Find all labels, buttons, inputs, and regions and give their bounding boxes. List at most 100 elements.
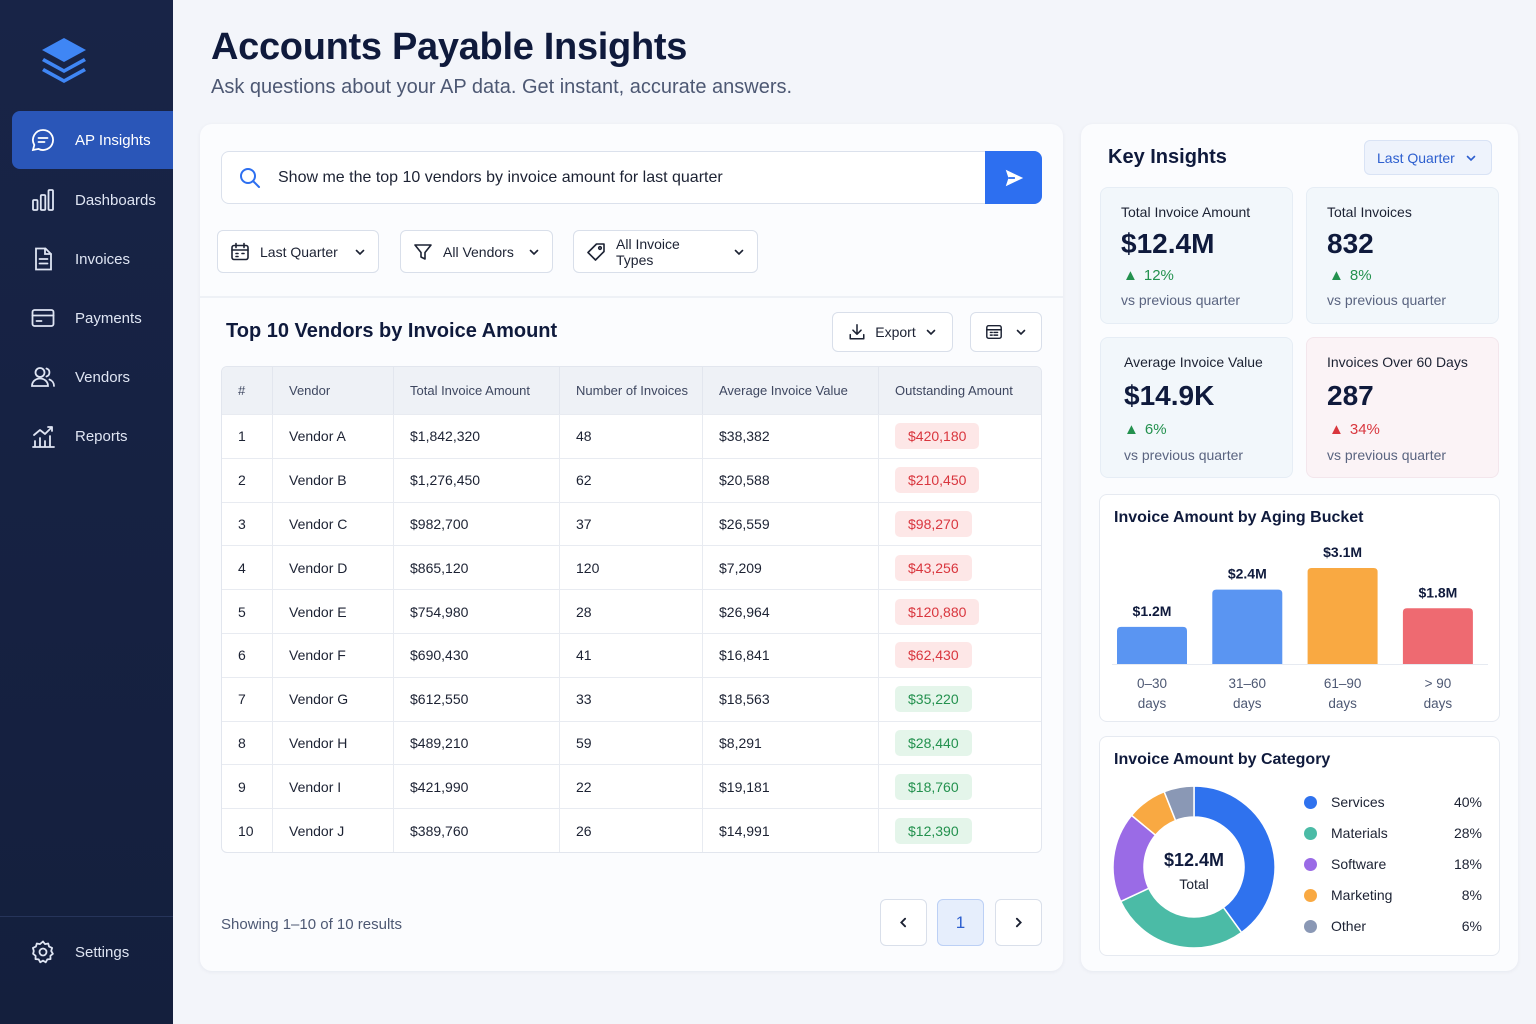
table-row[interactable]: 8 Vendor H $489,210 59 $8,291 $28,440 — [222, 720, 1041, 765]
table-row[interactable]: 4 Vendor D $865,120 120 $7,209 $43,256 — [222, 545, 1041, 590]
column-header[interactable]: Number of Invoices — [560, 367, 703, 414]
column-header[interactable]: Total Invoice Amount — [394, 367, 560, 414]
table-cell-total: $489,210 — [394, 720, 560, 765]
invoice-type-filter-dropdown[interactable]: All Invoice Types — [573, 230, 758, 273]
bar[interactable] — [1402, 608, 1473, 664]
search-input[interactable]: Show me the top 10 vendors by invoice am… — [278, 169, 723, 186]
table-cell-outstanding: $12,390 — [879, 808, 1041, 852]
vendor-filter-dropdown[interactable]: All Vendors — [400, 230, 553, 273]
table-row[interactable]: 6 Vendor F $690,430 41 $16,841 $62,430 — [222, 632, 1041, 677]
kpi-label: Average Invoice Value — [1124, 354, 1263, 370]
legend-swatch — [1304, 826, 1317, 840]
table-cell-avg: $14,991 — [703, 808, 879, 852]
users-icon — [28, 362, 58, 392]
period-filter-dropdown[interactable]: Last Quarter — [217, 230, 379, 273]
sidebar-item-label: Settings — [75, 943, 130, 961]
donut-center-value: $12.4M — [1164, 850, 1224, 870]
view-options-button[interactable] — [970, 312, 1042, 352]
next-page-button[interactable] — [995, 899, 1042, 946]
triangle-up-icon: ▲ — [1329, 421, 1344, 438]
sidebar-item-payments[interactable]: Payments — [12, 289, 173, 347]
table-row[interactable]: 2 Vendor B $1,276,450 62 $20,588 $210,450 — [222, 457, 1041, 502]
page-title: Accounts Payable Insights — [211, 26, 688, 68]
donut-slice[interactable] — [1119, 887, 1243, 949]
bar[interactable] — [1307, 568, 1378, 664]
kpi-comparison: vs previous quarter — [1121, 292, 1241, 308]
sidebar-item-vendors[interactable]: Vendors — [12, 348, 173, 406]
x-tick-label: 0–30 — [1137, 676, 1167, 691]
legend-label: Other — [1331, 918, 1367, 934]
triangle-up-icon: ▲ — [1123, 267, 1138, 284]
insights-period-dropdown[interactable]: Last Quarter — [1364, 140, 1492, 175]
previous-page-button[interactable] — [880, 899, 927, 946]
table-cell-avg: $20,588 — [703, 457, 879, 502]
donut-slice[interactable] — [1163, 785, 1195, 822]
send-icon — [1005, 169, 1023, 186]
sidebar-item-ap-insights[interactable]: AP Insights — [12, 111, 173, 169]
table-cell-total: $1,276,450 — [394, 457, 560, 502]
bar[interactable] — [1117, 626, 1187, 664]
table-cell-avg: $18,563 — [703, 676, 879, 721]
chevron-down-icon — [355, 249, 365, 255]
kpi-change-value: 8% — [1349, 267, 1372, 284]
table-row[interactable]: 7 Vendor G $612,550 33 $18,563 $35,220 — [222, 676, 1041, 721]
page-subtitle: Ask questions about your AP data. Get in… — [211, 76, 793, 98]
outstanding-amount-badge: $18,760 — [895, 773, 972, 800]
column-header[interactable]: Outstanding Amount — [879, 367, 1041, 414]
column-header[interactable]: Average Invoice Value — [703, 367, 879, 414]
chevron-right-icon — [1015, 917, 1022, 928]
gear-icon — [28, 937, 58, 967]
legend-item[interactable]: Services 40% — [1304, 792, 1482, 812]
sidebar-item-dashboards[interactable]: Dashboards — [12, 171, 173, 229]
legend-item[interactable]: Materials 28% — [1304, 823, 1482, 843]
table-cell-outstanding: $98,270 — [879, 501, 1041, 546]
chevron-down-icon — [1466, 155, 1476, 161]
search-box[interactable]: Show me the top 10 vendors by invoice am… — [221, 151, 1042, 204]
export-button[interactable]: Export — [832, 312, 953, 352]
kpi-value: 832 — [1327, 228, 1374, 259]
table-view-icon — [986, 324, 1002, 340]
page-number-button[interactable]: 1 — [937, 899, 984, 946]
table-row[interactable]: 9 Vendor I $421,990 22 $19,181 $18,760 — [222, 764, 1041, 809]
donut-slice[interactable] — [1193, 785, 1276, 934]
sidebar-item-settings[interactable]: Settings — [12, 923, 173, 981]
legend-swatch — [1304, 919, 1317, 933]
bar-value-label: $2.4M — [1228, 566, 1267, 582]
x-tick-label: days — [1138, 696, 1167, 711]
sidebar-item-label: AP Insights — [75, 131, 151, 149]
table-cell-outstanding: $18,760 — [879, 764, 1041, 808]
kpi-change: ▲ 6% — [1124, 421, 1167, 438]
column-header[interactable]: Vendor — [273, 367, 394, 414]
vendor-filter-label: All Vendors — [443, 243, 514, 260]
app-logo-icon[interactable] — [40, 36, 88, 90]
legend-value: 40% — [1453, 794, 1482, 810]
bar-value-label: $3.1M — [1323, 544, 1362, 560]
x-tick-label: days — [1328, 696, 1357, 711]
legend-item[interactable]: Software 18% — [1304, 854, 1482, 874]
table-row[interactable]: 10 Vendor J $389,760 26 $14,991 $12,390 — [222, 808, 1041, 852]
triangle-up-icon: ▲ — [1329, 267, 1344, 284]
table-cell-avg: $7,209 — [703, 545, 879, 590]
kpi-label: Invoices Over 60 Days — [1327, 354, 1468, 370]
table-row[interactable]: 3 Vendor C $982,700 37 $26,559 $98,270 — [222, 501, 1041, 546]
send-button[interactable] — [985, 151, 1042, 204]
table-cell-avg: $26,559 — [703, 501, 879, 546]
legend-item[interactable]: Other 6% — [1304, 916, 1482, 936]
column-header[interactable]: # — [222, 367, 273, 414]
sidebar-item-reports[interactable]: Reports — [12, 407, 173, 465]
bar[interactable] — [1212, 589, 1283, 664]
table-row[interactable]: 5 Vendor E $754,980 28 $26,964 $120,880 — [222, 589, 1041, 633]
table-cell-total: $982,700 — [394, 501, 560, 546]
table-cell-n: 10 — [222, 808, 273, 852]
table-cell-total: $612,550 — [394, 676, 560, 721]
sidebar-item-invoices[interactable]: Invoices — [12, 230, 173, 288]
table-cell-count: 62 — [560, 457, 703, 502]
legend-item[interactable]: Marketing 8% — [1304, 885, 1482, 905]
sidebar-item-label: Vendors — [75, 368, 131, 386]
table-cell-avg: $16,841 — [703, 632, 879, 677]
kpi-comparison: vs previous quarter — [1327, 292, 1447, 308]
tag-icon — [587, 242, 605, 261]
table-row[interactable]: 1 Vendor A $1,842,320 48 $38,382 $420,180 — [222, 414, 1041, 458]
category-chart-card: Invoice Amount by Category $12.4M Total S… — [1099, 736, 1500, 956]
table-cell-total: $754,980 — [394, 589, 560, 633]
